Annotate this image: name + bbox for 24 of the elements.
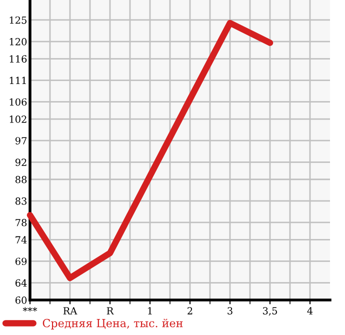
- y-tick-label: 83: [16, 197, 26, 205]
- x-tick-label: 3,5: [263, 307, 277, 316]
- x-tick-label: ***: [22, 307, 38, 312]
- y-tick-label: 111: [10, 76, 26, 84]
- y-tick-label: 97: [15, 137, 27, 144]
- y-tick-label: 106: [10, 98, 27, 106]
- y-tick-label: 64: [16, 279, 27, 287]
- y-tick-label: 125: [10, 16, 26, 24]
- y-tick-label: 92: [15, 158, 26, 166]
- y-tick-label: 78: [16, 218, 27, 226]
- y-tick-label: 74: [16, 236, 27, 244]
- x-tick-label: 1: [148, 307, 152, 314]
- x-tick-label: RA: [63, 307, 78, 314]
- y-tick-label: 120: [10, 38, 27, 46]
- y-tick-label: 116: [10, 55, 27, 63]
- x-tick-label: 2: [188, 307, 192, 314]
- legend-label: Средняя Цена, тыс. йен: [42, 318, 183, 330]
- x-tick-label: R: [106, 307, 114, 314]
- x-tick-label: 4: [307, 307, 313, 314]
- y-tick-label: 102: [10, 116, 26, 123]
- y-tick-label: 88: [16, 176, 27, 184]
- y-tick-label: 60: [16, 296, 27, 304]
- y-tick-label: 69: [16, 258, 27, 266]
- x-tick-label: 3: [228, 307, 232, 314]
